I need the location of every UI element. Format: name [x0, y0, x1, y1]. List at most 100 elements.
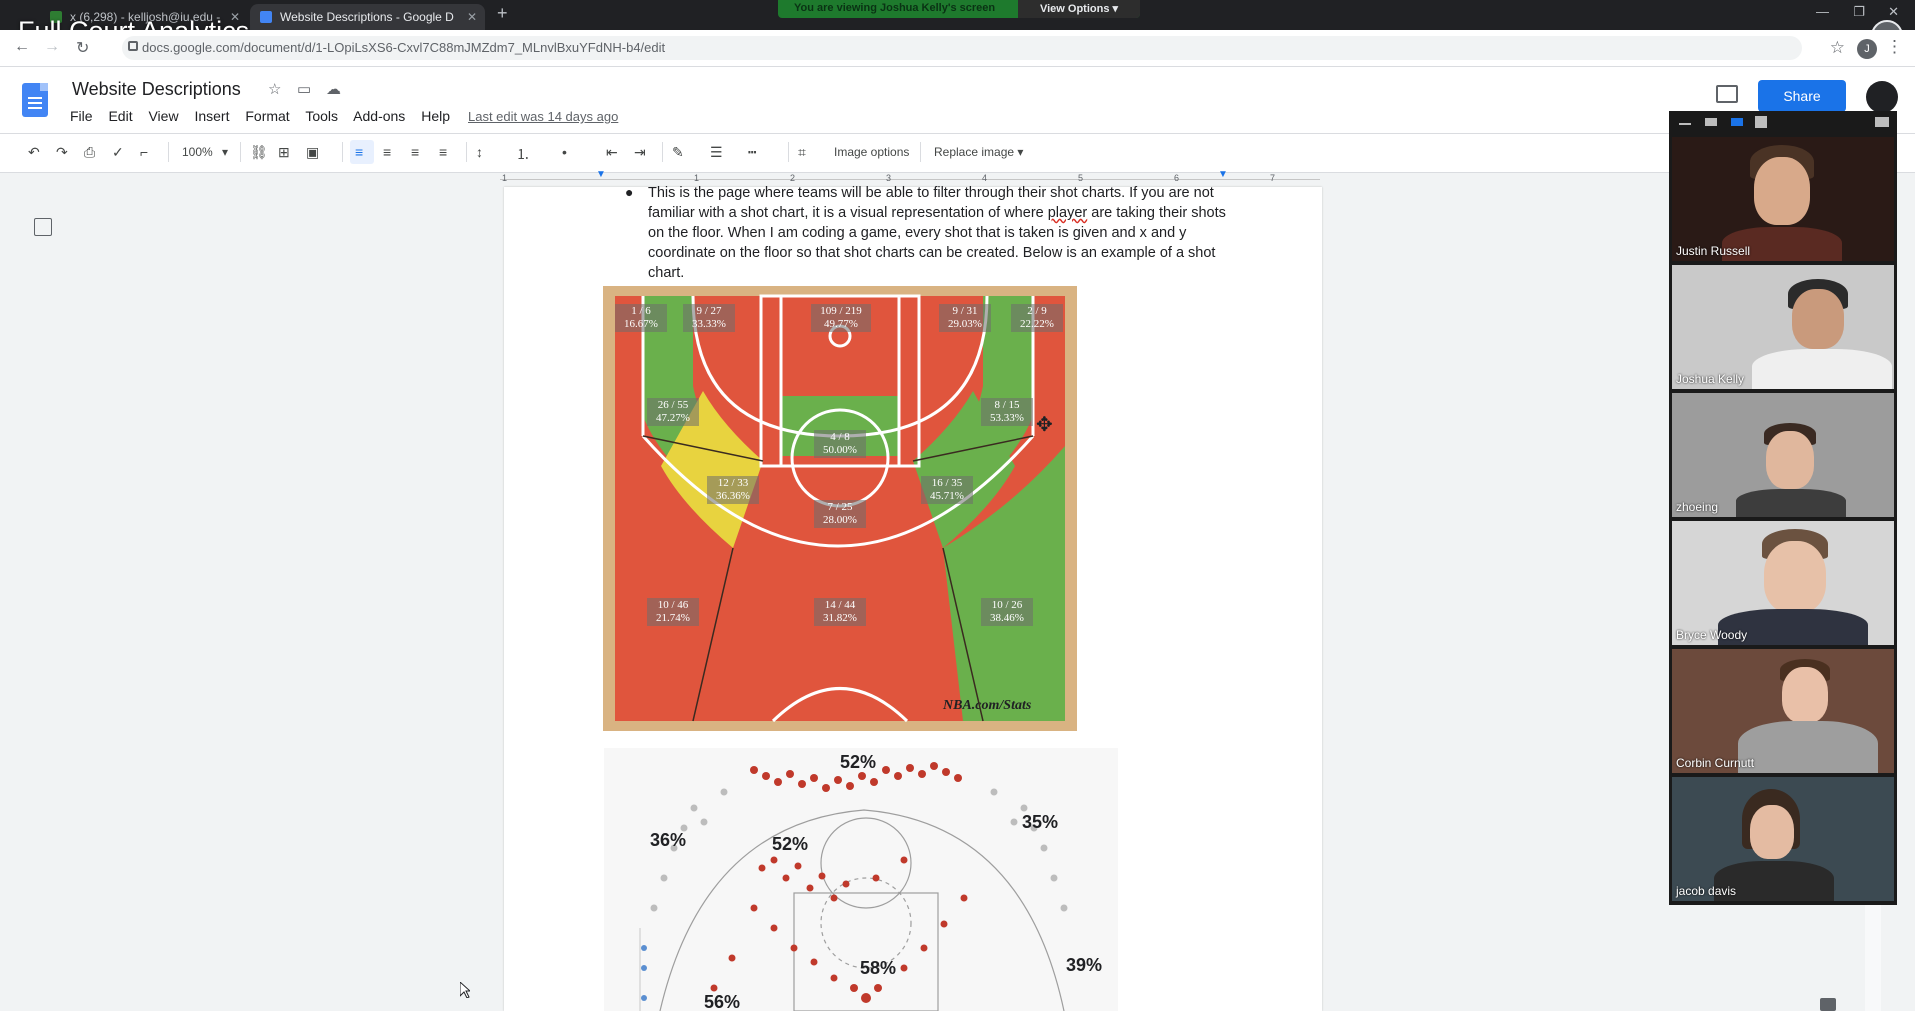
- paragraph-text: are taking their shots on the floor. Whe…: [648, 205, 1226, 281]
- gallery-view-icon[interactable]: [1755, 116, 1767, 128]
- border-weight-icon[interactable]: ☰: [710, 144, 723, 160]
- numbered-list-icon[interactable]: ⒈: [516, 146, 530, 162]
- insert-image-icon[interactable]: ▣: [306, 144, 320, 160]
- bulleted-list-icon[interactable]: •: [562, 144, 567, 160]
- zone-label-paint: 4 / 8 50.00%: [814, 430, 866, 458]
- menu-bar: File Edit View Insert Format Tools Add-o…: [70, 108, 462, 124]
- minimize-panel-icon[interactable]: [1679, 123, 1691, 125]
- zone-label-right-elbow: 16 / 35 45.71%: [921, 476, 973, 504]
- misspelled-word[interactable]: player: [1047, 205, 1088, 221]
- zone-label-restricted: 109 / 219 49.77%: [811, 304, 871, 332]
- zone-label-right-baseline-mid: 9 / 31 29.03%: [939, 304, 991, 332]
- share-button[interactable]: Share: [1758, 80, 1846, 112]
- active-align-highlight: [350, 140, 374, 164]
- participant-tile[interactable]: Bryce Woody: [1672, 521, 1894, 645]
- right-indent-marker-icon[interactable]: ▼: [1218, 169, 1228, 180]
- profile-avatar[interactable]: J: [1857, 39, 1877, 59]
- participant-name: Joshua Kelly: [1676, 372, 1745, 386]
- google-docs-logo-icon[interactable]: [22, 83, 48, 117]
- docs-header: Website Descriptions ☆ ▭ ☁ File Edit Vie…: [0, 67, 1915, 133]
- participant-tile[interactable]: Justin Russell: [1672, 137, 1894, 261]
- align-center-icon[interactable]: ≡: [383, 144, 392, 160]
- zone-label-right-wing-three: 10 / 26 38.46%: [981, 598, 1033, 626]
- menu-add-ons[interactable]: Add-ons: [353, 108, 406, 124]
- border-dash-icon[interactable]: ┅: [748, 144, 757, 160]
- insert-link-icon[interactable]: ⛓: [250, 144, 268, 160]
- left-indent-marker-icon[interactable]: ▼: [596, 169, 606, 180]
- close-tab-icon[interactable]: ✕: [466, 10, 477, 24]
- close-tab-icon[interactable]: ✕: [229, 10, 240, 24]
- image-options-button[interactable]: Image options: [834, 145, 910, 159]
- thumbnail-view-icon[interactable]: [1705, 118, 1717, 126]
- close-window-icon[interactable]: ✕: [1888, 4, 1899, 19]
- back-arrow-icon[interactable]: ←: [14, 38, 30, 55]
- zoom-select[interactable]: 100%: [182, 145, 213, 159]
- ruler-number: 1: [694, 173, 700, 183]
- explore-icon[interactable]: [1820, 998, 1836, 1011]
- align-right-icon[interactable]: ≡: [411, 144, 420, 160]
- reload-icon[interactable]: ↻: [76, 40, 90, 57]
- url-field[interactable]: docs.google.com/document/d/1-LOpiLsXS6-C…: [122, 36, 1802, 60]
- add-comment-icon[interactable]: ⊞: [278, 144, 290, 160]
- menu-tools[interactable]: Tools: [305, 108, 339, 124]
- replace-image-button[interactable]: Replace image ▾: [934, 145, 1024, 159]
- paint-format-icon[interactable]: ⌐: [140, 144, 149, 160]
- view-options-button[interactable]: View Options ▾: [1018, 0, 1140, 18]
- document-outline-icon[interactable]: [34, 218, 52, 236]
- zone-percent-label: 52%: [772, 834, 809, 854]
- star-icon[interactable]: ☆: [268, 81, 282, 98]
- new-tab-plus-icon[interactable]: +: [497, 3, 508, 23]
- speaker-view-icon[interactable]: [1731, 118, 1743, 126]
- line-spacing-icon[interactable]: ↕: [476, 144, 483, 160]
- swap-panel-icon[interactable]: [1875, 117, 1889, 127]
- menu-format[interactable]: Format: [245, 108, 290, 124]
- menu-view[interactable]: View: [148, 108, 179, 124]
- zone-label-left-wing-three: 10 / 46 21.74%: [647, 598, 699, 626]
- increase-indent-icon[interactable]: ⇥: [634, 144, 646, 160]
- nba-stats-source-label: NBA.com/Stats: [943, 698, 1032, 713]
- menu-insert[interactable]: Insert: [194, 108, 230, 124]
- redo-icon[interactable]: ↷: [56, 144, 68, 160]
- menu-edit[interactable]: Edit: [108, 108, 133, 124]
- decrease-indent-icon[interactable]: ⇤: [606, 144, 618, 160]
- maximize-icon[interactable]: ❐: [1853, 4, 1865, 19]
- ruler-number: 2: [790, 173, 796, 183]
- zoom-panel-toolbar: [1669, 111, 1897, 135]
- crop-icon[interactable]: ⌗: [798, 144, 806, 160]
- align-left-icon[interactable]: ≡: [355, 144, 364, 160]
- justify-icon[interactable]: ≡: [439, 144, 448, 160]
- forward-arrow-icon[interactable]: →: [44, 38, 60, 55]
- last-edit-link[interactable]: Last edit was 14 days ago: [468, 109, 619, 124]
- chevron-down-icon[interactable]: ▾: [222, 145, 229, 159]
- participant-tile[interactable]: jacob davis: [1672, 777, 1894, 901]
- move-folder-icon[interactable]: ▭: [297, 81, 312, 98]
- participant-tile[interactable]: Corbin Curnutt: [1672, 649, 1894, 773]
- participant-name: Bryce Woody: [1676, 628, 1748, 642]
- comment-history-icon[interactable]: [1716, 85, 1738, 103]
- zone-percent-label: 52%: [840, 752, 877, 772]
- shot-chart-image-2[interactable]: 52% 36% 52% 35% 58% 39% 56%: [604, 748, 1118, 1011]
- ruler-number: 7: [1270, 173, 1276, 183]
- document-title[interactable]: Website Descriptions: [72, 79, 241, 99]
- bookmark-star-icon[interactable]: ☆: [1829, 38, 1845, 57]
- participant-tile[interactable]: zhoeing: [1672, 393, 1894, 517]
- ruler[interactable]: 1 1 2 3 4 5 6 7 ▼ ▼: [500, 169, 1320, 186]
- shot-chart-image-1[interactable]: 1 / 6 16.67% 9 / 27 33.33% 109 / 219 49.77%…: [603, 286, 1077, 731]
- print-icon[interactable]: ⎙: [84, 144, 96, 160]
- participant-tile[interactable]: Joshua Kelly: [1672, 265, 1894, 389]
- minimize-icon[interactable]: —: [1816, 4, 1829, 19]
- tab-google-docs[interactable]: Website Descriptions - Google D ✕: [250, 4, 485, 30]
- zoom-screen-share-banner: You are viewing Joshua Kelly's screen Vi…: [778, 0, 1140, 18]
- spellcheck-icon[interactable]: ✓: [112, 144, 124, 160]
- cloud-status-icon[interactable]: ☁: [326, 81, 341, 98]
- tab-gmail[interactable]: x (6,298) - kelljosh@iu.edu - ✕: [40, 4, 248, 30]
- body-paragraph[interactable]: This is the page where teams will be abl…: [648, 183, 1228, 283]
- zone-label-right-wing-mid: 8 / 15 53.33%: [981, 398, 1033, 426]
- chrome-menu-icon[interactable]: ⋮: [1886, 37, 1903, 56]
- menu-file[interactable]: File: [70, 108, 93, 124]
- zone-percent-label: 58%: [860, 958, 897, 978]
- undo-icon[interactable]: ↶: [28, 144, 40, 160]
- menu-help[interactable]: Help: [421, 108, 450, 124]
- border-color-icon[interactable]: ✎: [672, 144, 684, 160]
- account-avatar[interactable]: [1866, 81, 1898, 113]
